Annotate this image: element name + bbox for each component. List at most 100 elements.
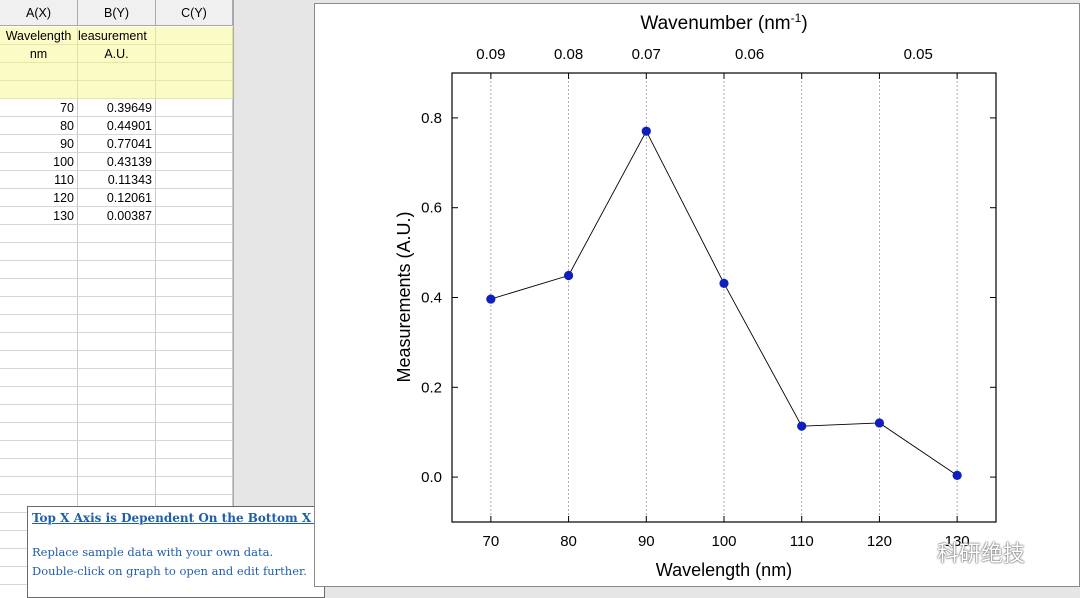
graph-window[interactable]: 70 80 90 100 110 120 130 0.09 0.08 0.07 0.06 0.05 0.…: [314, 3, 1080, 587]
table-cell[interactable]: [78, 297, 156, 315]
table-cell[interactable]: [0, 351, 78, 369]
table-cell[interactable]: [0, 279, 78, 297]
table-cell[interactable]: [0, 405, 78, 423]
table-cell[interactable]: [156, 315, 233, 333]
table-cell[interactable]: [78, 333, 156, 351]
table-cell[interactable]: [156, 441, 233, 459]
sparkline-c[interactable]: [156, 81, 233, 99]
table-cell[interactable]: [156, 117, 233, 135]
table-cell[interactable]: [156, 99, 233, 117]
units-b[interactable]: A.U.: [78, 45, 156, 63]
table-cell[interactable]: [156, 351, 233, 369]
table-cell[interactable]: [78, 441, 156, 459]
table-cell[interactable]: [156, 477, 233, 495]
sparkline-b[interactable]: [78, 81, 156, 99]
table-row: [0, 351, 233, 369]
table-cell[interactable]: [78, 351, 156, 369]
table-cell[interactable]: [0, 297, 78, 315]
table-cell[interactable]: [156, 261, 233, 279]
table-cell[interactable]: 0.00387: [78, 207, 156, 225]
table-cell[interactable]: [78, 243, 156, 261]
table-cell[interactable]: [156, 243, 233, 261]
table-cell[interactable]: [0, 315, 78, 333]
units-a[interactable]: nm: [0, 45, 78, 63]
table-cell[interactable]: [0, 423, 78, 441]
table-row: 120 0.12061: [0, 189, 233, 207]
table-cell[interactable]: [78, 369, 156, 387]
table-cell[interactable]: 0.43139: [78, 153, 156, 171]
table-cell[interactable]: [78, 279, 156, 297]
table-cell[interactable]: [78, 387, 156, 405]
sample-info-note[interactable]: Top X Axis is Dependent On the Bottom X …: [27, 506, 325, 598]
comments-b[interactable]: [78, 63, 156, 81]
table-cell[interactable]: 0.39649: [78, 99, 156, 117]
data-point: [874, 418, 885, 428]
table-cell[interactable]: [0, 243, 78, 261]
table-row: 70 0.39649: [0, 99, 233, 117]
units-c[interactable]: [156, 45, 233, 63]
table-cell[interactable]: [156, 387, 233, 405]
data-point: [952, 470, 962, 480]
table-cell[interactable]: [156, 369, 233, 387]
table-cell[interactable]: 0.12061: [78, 189, 156, 207]
table-cell[interactable]: 90: [0, 135, 78, 153]
table-cell[interactable]: 0.44901: [78, 117, 156, 135]
y-axis-title[interactable]: Measurements (A.U.): [394, 211, 414, 382]
table-cell[interactable]: [156, 459, 233, 477]
table-cell[interactable]: [156, 279, 233, 297]
table-cell[interactable]: [78, 477, 156, 495]
table-cell[interactable]: [0, 225, 78, 243]
table-row: [0, 333, 233, 351]
long-name-c[interactable]: [156, 27, 233, 45]
table-cell[interactable]: [0, 387, 78, 405]
table-cell[interactable]: 0.11343: [78, 171, 156, 189]
info-title-link[interactable]: Top X Axis is Dependent On the Bottom X …: [32, 511, 325, 525]
table-cell[interactable]: [156, 297, 233, 315]
table-cell[interactable]: [78, 423, 156, 441]
table-cell[interactable]: [156, 153, 233, 171]
table-cell[interactable]: 120: [0, 189, 78, 207]
table-cell[interactable]: [156, 423, 233, 441]
table-cell[interactable]: [156, 405, 233, 423]
table-cell[interactable]: [0, 333, 78, 351]
table-cell[interactable]: [0, 369, 78, 387]
data-point: [563, 270, 574, 281]
table-cell[interactable]: 100: [0, 153, 78, 171]
table-cell[interactable]: [78, 405, 156, 423]
column-header-a[interactable]: A(X): [0, 0, 78, 26]
top-axis-title[interactable]: Wavenumber (nm-1): [640, 11, 807, 34]
x-axis-title[interactable]: Wavelength (nm): [656, 560, 792, 580]
table-cell[interactable]: 130: [0, 207, 78, 225]
sparkline-a[interactable]: [0, 81, 78, 99]
column-header-b[interactable]: B(Y): [78, 0, 156, 26]
table-cell[interactable]: [156, 225, 233, 243]
y-tick-label: 0.2: [421, 379, 442, 396]
data-point: [797, 421, 807, 431]
table-cell[interactable]: [0, 477, 78, 495]
table-cell[interactable]: [156, 135, 233, 153]
table-cell[interactable]: [156, 189, 233, 207]
table-cell[interactable]: 70: [0, 99, 78, 117]
table-cell[interactable]: [156, 207, 233, 225]
table-cell[interactable]: [78, 459, 156, 477]
table-cell[interactable]: [156, 171, 233, 189]
long-name-a[interactable]: Wavelength: [0, 27, 78, 45]
table-cell[interactable]: 110: [0, 171, 78, 189]
comments-c[interactable]: [156, 63, 233, 81]
table-cell[interactable]: [78, 261, 156, 279]
table-cell[interactable]: [0, 459, 78, 477]
table-cell[interactable]: 0.77041: [78, 135, 156, 153]
comments-row: [0, 63, 233, 81]
comments-a[interactable]: [0, 63, 78, 81]
table-cell[interactable]: [78, 315, 156, 333]
long-name-b[interactable]: leasurement: [78, 27, 156, 45]
table-cell[interactable]: [0, 441, 78, 459]
line-chart[interactable]: 70 80 90 100 110 120 130 0.09 0.08 0.07 0.06 0.05 0.…: [315, 4, 1079, 586]
table-row: [0, 423, 233, 441]
column-header-c[interactable]: C(Y): [156, 0, 233, 26]
table-cell[interactable]: [0, 261, 78, 279]
table-cell[interactable]: [78, 225, 156, 243]
table-cell[interactable]: 80: [0, 117, 78, 135]
table-cell[interactable]: [156, 333, 233, 351]
x-tick-label: 70: [483, 533, 500, 550]
